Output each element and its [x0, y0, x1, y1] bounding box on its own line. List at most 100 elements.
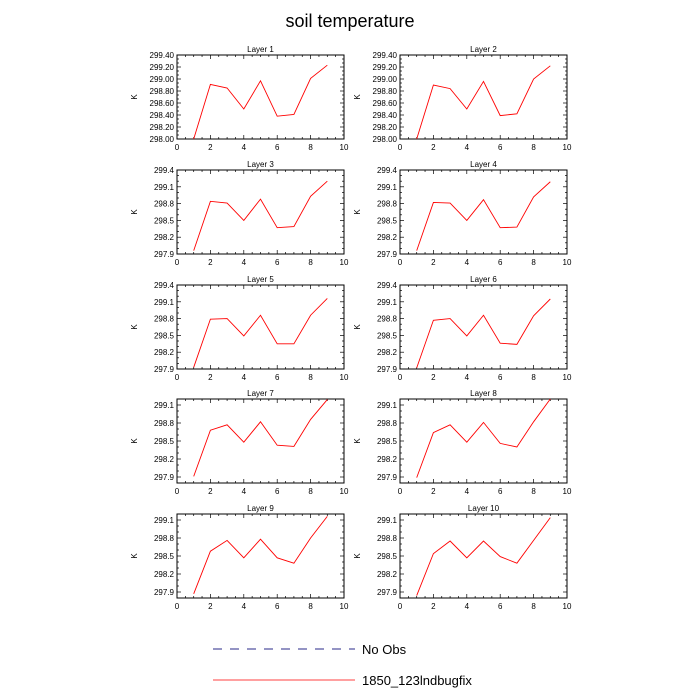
panel-grid: Layer 10 2 4 6 8 10298.00298.20298.40298.6029…	[130, 45, 572, 611]
series-line-1	[193, 180, 328, 251]
panel-title: Layer 1	[247, 45, 274, 54]
y-tick-label: 299.1	[377, 183, 398, 192]
x-tick-label: 6	[498, 602, 503, 611]
x-tick-label: 8	[308, 373, 313, 382]
x-tick-label: 2	[431, 487, 436, 496]
series-line-1	[416, 398, 551, 478]
panel-title: Layer 3	[247, 160, 274, 169]
x-tick-label: 6	[275, 487, 280, 496]
x-tick-label: 4	[465, 258, 470, 267]
y-tick-label: 298.2	[154, 570, 175, 579]
y-tick-label: 298.5	[377, 216, 398, 225]
y-tick-label: 298.8	[377, 419, 398, 428]
y-axis-label: K	[353, 94, 362, 100]
panel-title: Layer 2	[470, 45, 497, 54]
panel-layer-5: Layer 5 0 2 4 6 8 10 297.9 298.2 298.5 298.8 299.1 2…	[130, 275, 349, 382]
panel-layer-10: Layer 10 0 2 4 6 8 10 297.9 298.2 298.5 298.8 299.1…	[353, 504, 572, 611]
y-tick-label: 298.8	[154, 419, 175, 428]
x-tick-label: 10	[340, 373, 349, 382]
panel-layer-4: Layer 4 0 2 4 6 8 10 297.9 298.2 298.5 298.8 299.1 2…	[353, 160, 572, 267]
x-tick-label: 10	[563, 487, 572, 496]
legend-label-model: 1850_123lndbugfix	[362, 673, 472, 688]
y-tick-label: 299.1	[377, 401, 398, 410]
x-tick-label: 8	[531, 373, 536, 382]
panel-title: Layer 6	[470, 275, 497, 284]
panel-title: Layer 7	[247, 389, 274, 398]
x-tick-label: 8	[308, 143, 313, 152]
y-tick-label: 297.9	[377, 588, 398, 597]
y-tick-label: 298.8	[154, 200, 175, 209]
panel-title: Layer 4	[470, 160, 497, 169]
x-tick-label: 2	[431, 373, 436, 382]
y-axis-label: K	[130, 324, 139, 330]
x-tick-label: 4	[242, 373, 247, 382]
x-tick-label: 4	[465, 602, 470, 611]
x-tick-label: 10	[340, 258, 349, 267]
y-tick-label: 298.5	[154, 552, 175, 561]
x-tick-label: 4	[242, 258, 247, 267]
x-tick-label: 10	[340, 143, 349, 152]
x-tick-label: 8	[308, 487, 313, 496]
x-tick-label: 0	[398, 373, 403, 382]
x-tick-label: 4	[242, 143, 247, 152]
y-tick-label: 298.5	[377, 552, 398, 561]
y-axis-label: K	[130, 438, 139, 444]
y-tick-label: 299.40	[373, 51, 398, 60]
y-tick-label: 297.9	[377, 473, 398, 482]
plot-frame	[399, 513, 568, 599]
y-tick-label: 298.80	[373, 87, 398, 96]
x-tick-label: 4	[242, 487, 247, 496]
y-tick-label: 299.4	[377, 281, 398, 290]
y-tick-label: 297.9	[377, 365, 398, 374]
plot-frame	[176, 169, 345, 255]
y-tick-label: 299.4	[154, 281, 175, 290]
y-tick-label: 298.2	[377, 455, 398, 464]
x-tick-label: 0	[398, 487, 403, 496]
x-tick-label: 6	[498, 143, 503, 152]
y-tick-label: 298.8	[154, 315, 175, 324]
plot-frame	[399, 284, 568, 370]
plot-frame	[176, 54, 345, 140]
y-tick-label: 298.2	[377, 233, 398, 242]
plot-frame	[176, 284, 345, 370]
x-tick-label: 8	[531, 602, 536, 611]
y-axis-label: K	[353, 553, 362, 559]
y-tick-label: 299.1	[377, 298, 398, 307]
x-tick-label: 10	[563, 602, 572, 611]
y-tick-label: 299.40	[150, 51, 175, 60]
y-tick-label: 298.60	[150, 99, 175, 108]
x-tick-label: 2	[208, 602, 213, 611]
series-line-1	[416, 298, 551, 369]
series-line-1	[416, 517, 551, 596]
y-tick-label: 298.00	[150, 135, 175, 144]
x-tick-label: 8	[531, 258, 536, 267]
panel-title: Layer 10	[468, 504, 500, 513]
x-tick-label: 6	[275, 258, 280, 267]
panel-title: Layer 8	[470, 389, 497, 398]
y-tick-label: 298.8	[377, 315, 398, 324]
x-tick-label: 2	[208, 258, 213, 267]
y-axis-label: K	[353, 209, 362, 215]
y-tick-label: 298.00	[373, 135, 398, 144]
y-tick-label: 297.9	[154, 250, 175, 259]
y-tick-label: 298.5	[154, 437, 175, 446]
series-line-1	[193, 516, 328, 594]
x-tick-label: 2	[208, 487, 213, 496]
x-tick-label: 4	[242, 602, 247, 611]
x-tick-label: 0	[175, 487, 180, 496]
x-tick-label: 6	[498, 487, 503, 496]
y-tick-label: 298.20	[150, 123, 175, 132]
y-tick-label: 299.4	[377, 166, 398, 175]
y-tick-label: 299.20	[150, 63, 175, 72]
y-tick-label: 298.60	[373, 99, 398, 108]
plot-frame	[399, 169, 568, 255]
plot-frame	[399, 398, 568, 484]
y-tick-label: 299.1	[154, 298, 175, 307]
y-tick-label: 299.00	[373, 75, 398, 84]
x-tick-label: 8	[531, 487, 536, 496]
x-tick-label: 0	[175, 373, 180, 382]
plot-frame	[399, 54, 568, 140]
series-line-1	[193, 298, 328, 368]
series-line-1	[193, 399, 328, 477]
